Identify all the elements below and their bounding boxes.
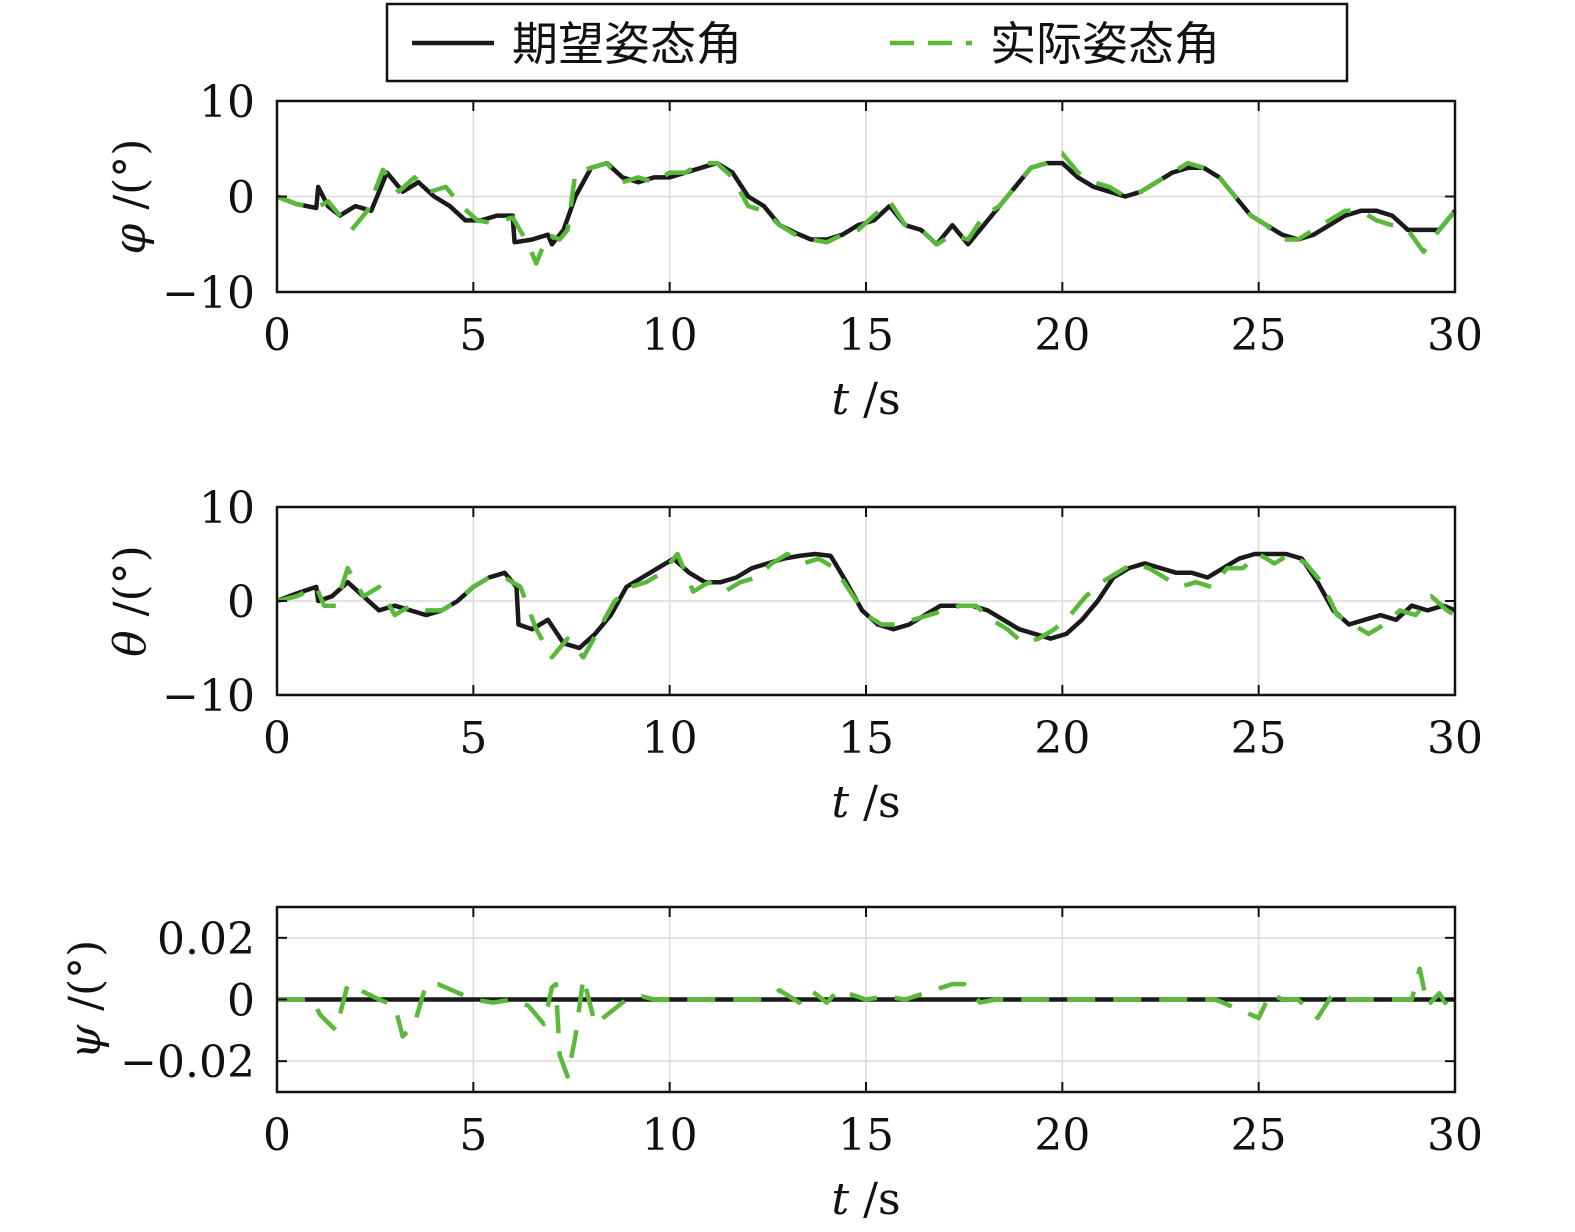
phi-y-axis-label: φ /(°) [105,139,156,255]
theta-x-tick-label: 10 [642,713,698,764]
theta-x-tick-label: 0 [263,713,291,764]
psi-y-tick-label: 0 [227,976,255,1027]
psi-x-axis-label: t /s [831,1174,900,1225]
phi-y-tick-label: −10 [162,268,255,319]
phi-y-tick-label: 10 [199,77,255,128]
theta-actual-series [276,551,1457,660]
phi-x-tick-label: 5 [459,310,487,361]
legend-actual-label: 实际姿态角 [990,17,1220,71]
psi-x-tick-label: 30 [1427,1110,1483,1161]
theta-x-tick-label: 15 [838,713,894,764]
legend-desired-label: 期望姿态角 [512,17,742,71]
theta-x-tick-label: 30 [1427,713,1483,764]
theta-y-axis-label: θ /(°) [105,545,156,657]
psi-x-tick-label: 25 [1231,1110,1287,1161]
phi-x-tick-label: 0 [263,310,291,361]
psi-actual-series [277,966,1455,1079]
phi-x-tick-label: 30 [1427,310,1483,361]
phi-actual-series [276,151,1457,266]
legend: 期望姿态角 实际姿态角 [385,2,1349,83]
theta-x-axis-label: t /s [831,777,900,828]
psi-y-tick-label: 0.02 [157,914,255,965]
theta-y-tick-label: 10 [199,483,255,534]
phi-x-tick-label: 25 [1231,310,1287,361]
psi-x-tick-label: 10 [642,1110,698,1161]
theta-y-tick-label: −10 [162,671,255,722]
theta-x-tick-label: 20 [1034,713,1090,764]
psi-y-tick-label: −0.02 [120,1037,255,1088]
phi-x-tick-label: 15 [838,310,894,361]
psi-x-tick-label: 20 [1034,1110,1090,1161]
phi-y-tick-label: 0 [227,173,255,224]
phi-x-tick-label: 20 [1034,310,1090,361]
psi-x-tick-label: 15 [838,1110,894,1161]
theta-x-tick-label: 25 [1231,713,1287,764]
theta-y-tick-label: 0 [227,577,255,628]
psi-x-tick-label: 5 [459,1110,487,1161]
legend-box [385,2,1349,83]
phi-x-tick-label: 10 [642,310,698,361]
psi-x-tick-label: 0 [263,1110,291,1161]
phi-x-axis-label: t /s [831,374,900,425]
psi-y-axis-label: ψ /(°) [60,940,111,1060]
theta-x-tick-label: 5 [459,713,487,764]
